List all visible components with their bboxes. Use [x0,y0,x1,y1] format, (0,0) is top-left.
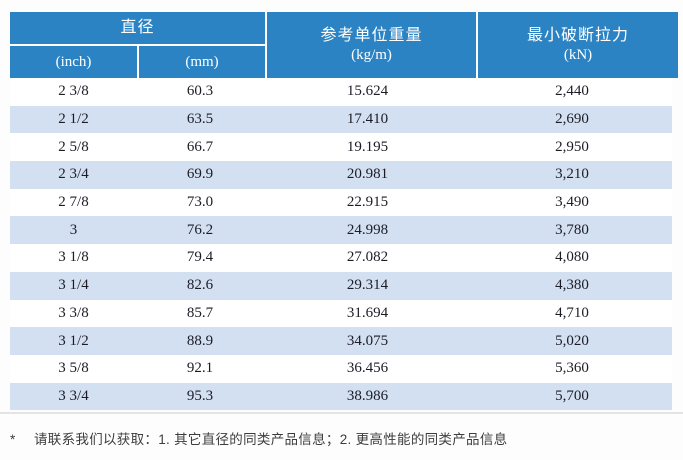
cell-inch: 3 1/8 [58,249,89,266]
cell-mm: 63.5 [186,111,214,128]
cell-breaking: 5,700 [555,387,589,404]
header-unit-weight-unit: (kg/m) [351,46,392,63]
cell-breaking: 3,780 [555,221,589,238]
table-row: 2 1/2 63.5 17.410 2,690 [10,105,672,134]
cell-weight: 17.410 [346,111,389,128]
cell-weight: 31.694 [346,304,389,321]
cell-inch: 2 7/8 [58,194,89,211]
cell-inch: 3 5/8 [58,360,89,377]
table-row: 3 1/4 82.6 29.314 4,380 [10,271,672,300]
spec-table: 直径 (inch) (mm) 参考单位重量 (kg/m) 最小破断拉力 (kN)… [10,12,678,411]
cell-breaking: 5,020 [555,332,589,349]
header-unit-weight: 参考单位重量 (kg/m) [267,12,476,78]
cell-mm: 69.9 [186,166,214,183]
cell-mm: 95.3 [186,387,214,404]
header-breaking-force: 最小破断拉力 (kN) [478,12,678,78]
cell-inch: 3 [69,221,78,238]
table-row: 2 3/8 60.3 15.624 2,440 [10,78,672,106]
cell-weight: 22.915 [346,194,389,211]
header-diameter-inch: (inch) [10,46,137,78]
cell-mm: 76.2 [186,221,214,238]
cell-mm: 85.7 [186,304,214,321]
cell-mm: 66.7 [186,138,214,155]
cell-inch: 2 1/2 [58,111,89,128]
table-row: 3 1/8 79.4 27.082 4,080 [10,244,672,272]
table-row: 2 7/8 73.0 22.915 3,490 [10,188,672,217]
cell-inch: 2 3/8 [58,83,89,100]
table-row: 3 76.2 24.998 3,780 [10,216,672,245]
cell-breaking: 2,950 [555,138,589,155]
cell-mm: 82.6 [186,277,214,294]
cell-mm: 92.1 [186,360,214,377]
header-breaking-force-unit: (kN) [563,46,593,63]
cell-weight: 38.986 [346,387,389,404]
cell-inch: 2 3/4 [58,166,89,183]
cell-mm: 88.9 [186,332,214,349]
cell-breaking: 4,710 [555,304,589,321]
cell-mm: 60.3 [186,83,214,100]
header-diameter: 直径 [10,12,265,44]
cell-inch: 3 3/8 [58,304,89,321]
cell-weight: 29.314 [346,277,389,294]
cell-weight: 15.624 [346,83,389,100]
header-breaking-force-label: 最小破断拉力 [526,26,629,44]
header-diameter-mm: (mm) [139,46,265,78]
cell-weight: 27.082 [346,249,389,266]
cell-mm: 79.4 [186,249,214,266]
cell-inch: 3 1/4 [58,277,89,294]
table-row: 2 5/8 66.7 19.195 2,950 [10,133,672,162]
cell-weight: 20.981 [346,166,389,183]
cell-inch: 3 3/4 [58,387,89,404]
cell-breaking: 2,690 [555,111,589,128]
cell-breaking: 4,380 [555,277,589,294]
cell-breaking: 2,440 [555,83,589,100]
cell-inch: 2 5/8 [58,138,89,155]
table-row: 3 3/8 85.7 31.694 4,710 [10,299,672,328]
cell-weight: 34.075 [346,332,389,349]
cell-breaking: 3,210 [555,166,589,183]
table-row: 3 1/2 88.9 34.075 5,020 [10,327,672,355]
table-header: 直径 (inch) (mm) 参考单位重量 (kg/m) 最小破断拉力 (kN) [10,12,678,78]
footnote-text: 请联系我们以获取：1. 其它直径的同类产品信息；2. 更高性能的同类产品信息 [34,432,508,447]
footnote-marker: * [10,432,16,447]
table-bottom-rule [0,412,683,414]
footnote: * 请联系我们以获取：1. 其它直径的同类产品信息；2. 更高性能的同类产品信息 [10,428,673,448]
cell-breaking: 4,080 [555,249,589,266]
cell-weight: 24.998 [346,221,389,238]
cell-mm: 73.0 [186,194,214,211]
table-row: 3 5/8 92.1 36.456 5,360 [10,354,672,383]
table-row: 2 3/4 69.9 20.981 3,210 [10,161,672,189]
table-row: 3 3/4 95.3 38.986 5,700 [10,382,672,411]
header-unit-weight-label: 参考单位重量 [320,26,423,44]
cell-weight: 36.456 [346,360,389,377]
table-body: 2 3/8 60.3 15.624 2,440 2 1/2 63.5 17.410 2,690… [10,78,672,411]
cell-breaking: 3,490 [555,194,589,211]
cell-breaking: 5,360 [555,360,589,377]
cell-weight: 19.195 [346,138,389,155]
cell-inch: 3 1/2 [58,332,89,349]
